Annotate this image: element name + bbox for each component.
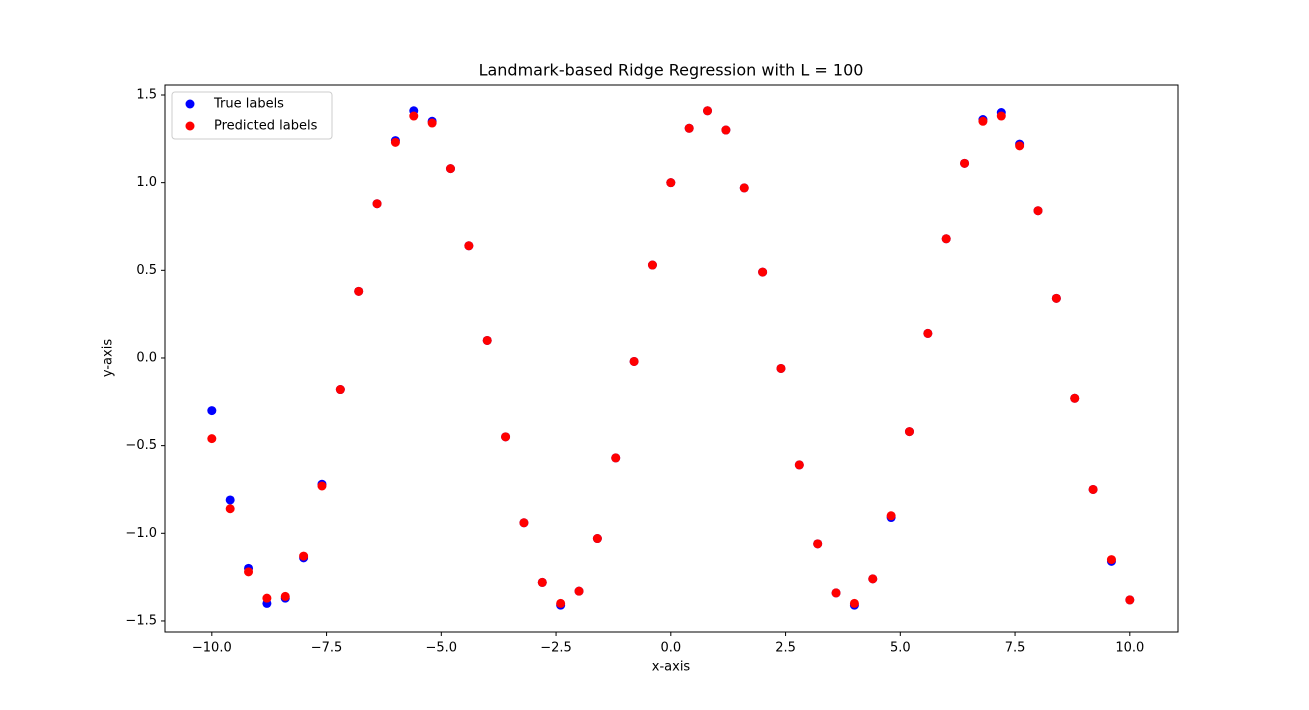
point bbox=[244, 567, 254, 577]
point bbox=[427, 118, 437, 128]
point bbox=[482, 335, 492, 345]
point bbox=[978, 116, 988, 126]
point bbox=[354, 286, 364, 296]
point bbox=[849, 598, 859, 608]
point bbox=[739, 183, 749, 193]
point bbox=[1106, 555, 1116, 565]
point bbox=[299, 551, 309, 561]
point bbox=[445, 164, 455, 174]
point bbox=[335, 385, 345, 395]
y-axis-label: y-axis bbox=[101, 339, 116, 377]
x-tick-label: −7.5 bbox=[311, 641, 343, 656]
point bbox=[813, 539, 823, 549]
point bbox=[262, 593, 272, 603]
point bbox=[519, 518, 529, 528]
point bbox=[904, 427, 914, 437]
point bbox=[611, 453, 621, 463]
x-axis-label: x-axis bbox=[652, 660, 691, 675]
legend-marker bbox=[185, 99, 195, 109]
plot-frame bbox=[164, 84, 1179, 633]
point bbox=[1125, 595, 1135, 605]
x-tick-label: 0.0 bbox=[660, 641, 681, 656]
y-tick-label: 1.5 bbox=[136, 87, 157, 102]
y-tick-label: 0.0 bbox=[136, 350, 157, 365]
point bbox=[831, 588, 841, 598]
point bbox=[776, 363, 786, 373]
point bbox=[1088, 484, 1098, 494]
y-tick-label: −1.0 bbox=[125, 526, 157, 541]
point bbox=[464, 241, 474, 251]
point bbox=[280, 591, 290, 601]
point bbox=[629, 356, 639, 366]
point bbox=[556, 598, 566, 608]
point bbox=[372, 199, 382, 209]
point bbox=[868, 574, 878, 584]
legend-label: Predicted labels bbox=[214, 119, 318, 134]
point bbox=[758, 267, 768, 277]
y-tick-label: 0.5 bbox=[136, 263, 157, 278]
point bbox=[574, 586, 584, 596]
y-tick-label: 1.0 bbox=[136, 175, 157, 190]
point bbox=[225, 504, 235, 514]
point bbox=[996, 111, 1006, 121]
point bbox=[794, 460, 804, 470]
x-tick-label: −10.0 bbox=[192, 641, 232, 656]
point bbox=[1070, 393, 1080, 403]
legend-box bbox=[171, 91, 333, 140]
point bbox=[666, 178, 676, 188]
point bbox=[684, 123, 694, 133]
x-tick-label: 5.0 bbox=[890, 641, 911, 656]
x-tick-label: 7.5 bbox=[1005, 641, 1026, 656]
point bbox=[207, 434, 217, 444]
point bbox=[317, 481, 327, 491]
point bbox=[1033, 206, 1043, 216]
point bbox=[390, 137, 400, 147]
point bbox=[1015, 141, 1025, 151]
point bbox=[886, 511, 896, 521]
point bbox=[501, 432, 511, 442]
point bbox=[721, 125, 731, 135]
x-tick-label: 2.5 bbox=[775, 641, 796, 656]
x-tick-label: −2.5 bbox=[540, 641, 572, 656]
point bbox=[703, 106, 713, 116]
point bbox=[647, 260, 657, 270]
point bbox=[592, 534, 602, 544]
point bbox=[1051, 293, 1061, 303]
point bbox=[225, 495, 235, 505]
chart-title: Landmark-based Ridge Regression with L =… bbox=[479, 61, 864, 80]
y-tick-label: −0.5 bbox=[125, 438, 157, 453]
point bbox=[207, 406, 217, 416]
legend-label: True labels bbox=[213, 97, 284, 112]
legend-marker bbox=[185, 121, 195, 131]
x-tick-label: 10.0 bbox=[1115, 641, 1144, 656]
x-tick-label: −5.0 bbox=[426, 641, 458, 656]
point bbox=[960, 158, 970, 168]
point bbox=[941, 234, 951, 244]
point bbox=[409, 111, 419, 121]
point bbox=[923, 328, 933, 338]
y-tick-label: −1.5 bbox=[125, 613, 157, 628]
point bbox=[537, 577, 547, 587]
